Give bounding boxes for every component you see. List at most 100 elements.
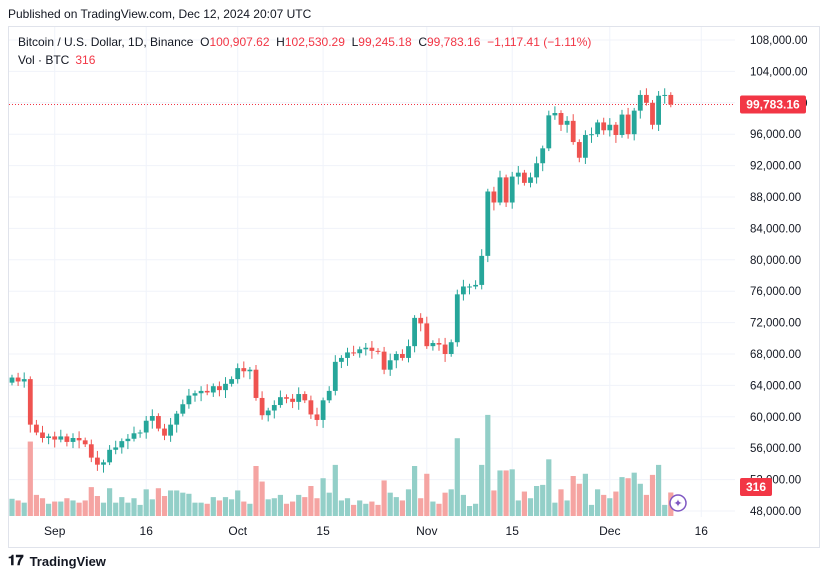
- y-tick-label: 104,000.00: [750, 66, 808, 78]
- candle-body: [210, 386, 216, 393]
- volume-bar: [601, 494, 607, 516]
- candle-body: [223, 383, 228, 391]
- candle-body: [448, 342, 454, 354]
- candle-body: [204, 390, 210, 393]
- candle-body: [540, 148, 546, 164]
- candle-body: [644, 94, 649, 103]
- candle-body: [125, 438, 131, 442]
- volume-bar: [381, 480, 387, 516]
- volume-label[interactable]: Vol · BTC: [18, 53, 70, 67]
- candle-body: [400, 354, 405, 358]
- volume-bar: [39, 498, 46, 516]
- candle-body: [253, 369, 259, 398]
- volume-bar: [540, 484, 546, 516]
- volume-bar: [649, 474, 656, 516]
- volume-bar: [222, 497, 229, 516]
- candle-body: [198, 390, 204, 394]
- candle-body: [107, 449, 112, 463]
- volume-bar: [479, 464, 485, 516]
- volume-bar: [576, 483, 582, 516]
- low-label: L: [351, 35, 359, 49]
- chart-frame: [8, 26, 820, 548]
- candle-body: [15, 377, 21, 382]
- candle-body: [296, 394, 302, 402]
- candle-body: [64, 436, 70, 442]
- candle-body: [668, 94, 674, 105]
- volume-bar: [52, 501, 58, 516]
- candle-body: [454, 294, 460, 343]
- candle-body: [284, 397, 289, 399]
- candle-body: [9, 377, 15, 383]
- candle-body: [168, 424, 173, 436]
- candle-body: [192, 393, 198, 396]
- volume-bar: [448, 489, 454, 516]
- volume-bar: [369, 501, 375, 516]
- volume-bar: [497, 470, 503, 516]
- volume-bar: [338, 500, 344, 516]
- candle-body: [412, 317, 417, 347]
- candle-body: [613, 124, 619, 135]
- volume-bar: [442, 492, 448, 516]
- candle-body: [149, 416, 155, 421]
- candle-body: [528, 177, 533, 183]
- volume-bar: [363, 503, 369, 516]
- volume-bar: [247, 503, 253, 516]
- tradingview-footer[interactable]: 𝟏𝟕 TradingView: [8, 553, 106, 569]
- tradingview-logo-icon: 𝟏𝟕: [8, 553, 24, 569]
- candle-body: [552, 113, 558, 116]
- candle-body: [241, 368, 247, 372]
- volume-bar: [320, 478, 326, 516]
- volume-bar: [283, 503, 290, 516]
- volume-bar: [290, 501, 296, 516]
- candle-body: [131, 433, 137, 439]
- volume-bar: [58, 501, 64, 516]
- volume-bar: [625, 478, 631, 516]
- volume-bar: [15, 500, 21, 516]
- candle-body: [467, 286, 472, 288]
- volume-bar: [466, 506, 473, 516]
- volume-bar: [308, 486, 314, 516]
- volume-bar: [582, 473, 588, 516]
- volume-bar: [491, 490, 497, 516]
- volume-bar: [643, 494, 649, 516]
- candle-body: [332, 361, 338, 391]
- candle-body: [589, 134, 594, 136]
- candle-body: [58, 436, 64, 440]
- candle-body: [515, 172, 521, 177]
- volume-bar: [418, 498, 424, 516]
- volume-bar: [662, 504, 668, 516]
- candle-body: [564, 120, 570, 125]
- high-label: H: [276, 35, 285, 49]
- volume-bar: [351, 504, 357, 516]
- volume-bar: [259, 481, 265, 516]
- volume-bar: [186, 493, 192, 516]
- x-tick-label: 15: [506, 524, 520, 538]
- candle-body: [546, 115, 552, 149]
- x-tick-label: Nov: [416, 524, 437, 538]
- y-tick-label: 76,000.00: [750, 286, 801, 298]
- volume-bar: [235, 490, 241, 516]
- last-price-tag: [740, 95, 806, 114]
- symbol-label[interactable]: Bitcoin / U.S. Dollar, 1D, Binance: [18, 35, 194, 49]
- volume-bar: [46, 503, 52, 516]
- volume-bar: [588, 504, 595, 516]
- volume-bar: [137, 504, 143, 516]
- volume-bar: [656, 464, 662, 516]
- volume-bar: [9, 498, 15, 516]
- candle-body: [180, 404, 186, 414]
- candle-body: [442, 344, 448, 354]
- candle-body: [375, 350, 381, 352]
- volume-bar: [21, 502, 27, 516]
- candle-body: [424, 323, 430, 347]
- candle-body: [503, 177, 509, 203]
- candle-body: [320, 400, 326, 420]
- volume-bar: [198, 502, 204, 516]
- y-tick-label: 60,000.00: [750, 412, 801, 424]
- candle-body: [88, 444, 94, 458]
- candle-body: [387, 360, 393, 370]
- volume-bar: [131, 498, 137, 516]
- candle-body: [381, 351, 387, 370]
- candle-body: [314, 414, 320, 420]
- high-value: 102,530.29: [284, 35, 345, 49]
